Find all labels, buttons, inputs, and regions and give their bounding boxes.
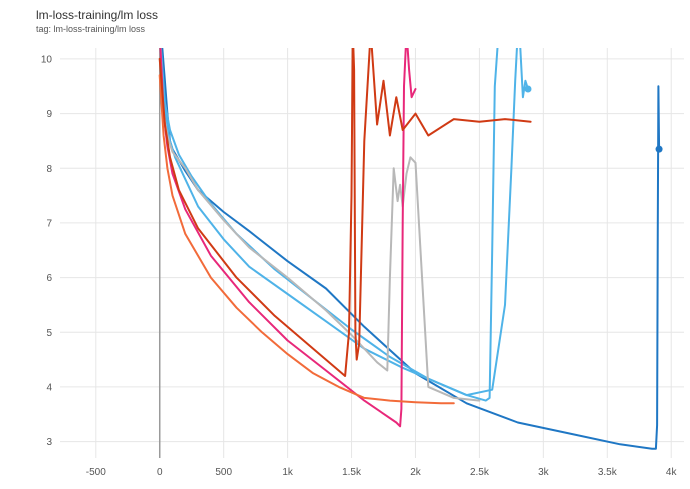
y-tick-label: 3 xyxy=(46,437,52,448)
chart-header: lm-loss-training/lm loss tag: lm-loss-tr… xyxy=(36,8,158,35)
series-line-2 xyxy=(159,48,499,402)
series-line-5 xyxy=(159,48,417,428)
y-tick-label: 10 xyxy=(41,54,53,65)
x-tick-label: 500 xyxy=(215,467,232,478)
series-end-marker-1 xyxy=(655,145,663,153)
x-tick-label: 3k xyxy=(538,467,550,478)
x-tick-label: 1.5k xyxy=(342,467,362,478)
y-tick-label: 5 xyxy=(46,328,52,339)
y-tick-label: 9 xyxy=(46,109,52,120)
series-line-3 xyxy=(159,48,529,397)
series-line-1 xyxy=(161,48,661,450)
x-tick-label: 2.5k xyxy=(470,467,490,478)
chart-title: lm-loss-training/lm loss xyxy=(36,8,159,22)
series-line-6 xyxy=(158,74,455,405)
chart-tag: tag: lm-loss-training/lm loss xyxy=(36,24,146,34)
y-tick-label: 6 xyxy=(46,273,52,284)
series-line-4 xyxy=(159,48,481,402)
x-axis-labels: -500 0 500 1k 1.5k 2k 2.5k 3k 3.5k 4k xyxy=(86,467,678,478)
x-tick-label: 4k xyxy=(666,467,678,478)
series-end-marker-2 xyxy=(524,85,532,93)
y-axis-labels: 3 4 5 6 7 8 9 10 xyxy=(41,54,53,448)
x-tick-label: 2k xyxy=(410,467,422,478)
series-end-markers xyxy=(524,85,663,153)
x-tick-label: 3.5k xyxy=(598,467,618,478)
series-line-7 xyxy=(158,48,532,377)
y-tick-label: 7 xyxy=(46,218,52,229)
x-tick-label: 0 xyxy=(157,467,163,478)
y-tick-label: 4 xyxy=(46,382,52,393)
y-tick-label: 8 xyxy=(46,164,52,175)
chart-grid xyxy=(60,48,684,458)
x-tick-label: -500 xyxy=(86,467,106,478)
chart-series xyxy=(158,48,661,450)
x-tick-label: 1k xyxy=(282,467,294,478)
